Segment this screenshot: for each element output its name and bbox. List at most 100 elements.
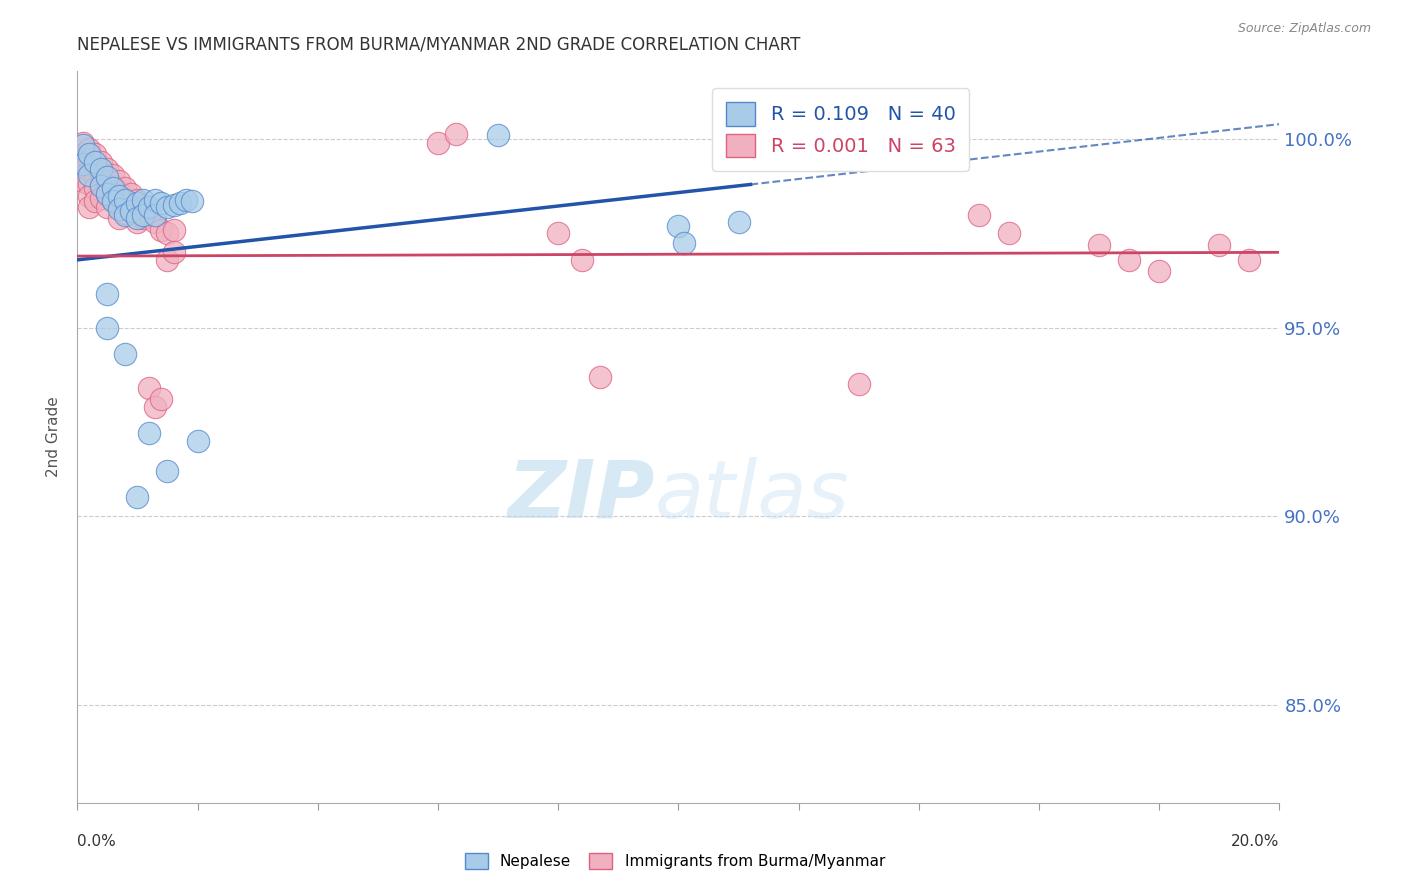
Point	[114, 347, 136, 361]
Point	[673, 235, 696, 250]
Point	[90, 166, 112, 180]
Point	[967, 208, 990, 222]
Point	[114, 193, 136, 207]
Point	[145, 400, 167, 414]
Point	[186, 434, 209, 448]
Point	[427, 136, 450, 150]
Text: atlas: atlas	[654, 457, 849, 534]
Point	[120, 186, 142, 201]
Point	[145, 208, 167, 222]
Point	[145, 215, 167, 229]
Point	[180, 194, 202, 209]
Point	[1239, 252, 1261, 267]
Point	[84, 169, 107, 184]
Point	[156, 200, 179, 214]
Point	[571, 252, 593, 267]
Point	[103, 179, 125, 194]
Point	[96, 200, 118, 214]
Point	[72, 157, 94, 171]
Legend: Nepalese, Immigrants from Burma/Myanmar: Nepalese, Immigrants from Burma/Myanmar	[458, 847, 891, 875]
Point	[84, 181, 107, 195]
Point	[150, 392, 173, 407]
Point	[96, 174, 118, 188]
Point	[79, 188, 101, 202]
Point	[96, 186, 118, 201]
Point	[132, 200, 155, 214]
Point	[162, 245, 184, 260]
Point	[127, 203, 149, 218]
Point	[727, 215, 749, 229]
Point	[84, 194, 107, 209]
Point	[998, 227, 1021, 241]
Point	[132, 208, 155, 222]
Point	[108, 174, 131, 188]
Point	[150, 223, 173, 237]
Point	[486, 128, 509, 143]
Point	[79, 178, 101, 192]
Legend: R = 0.109   N = 40, R = 0.001   N = 63: R = 0.109 N = 40, R = 0.001 N = 63	[713, 88, 969, 171]
Point	[96, 286, 118, 301]
Point	[84, 159, 107, 173]
Point	[162, 223, 184, 237]
Point	[127, 211, 149, 226]
Point	[90, 179, 112, 194]
Point	[156, 252, 179, 267]
Text: 20.0%: 20.0%	[1232, 834, 1279, 849]
Point	[138, 381, 160, 395]
Point	[79, 200, 101, 214]
Point	[1149, 264, 1171, 278]
Point	[108, 188, 131, 202]
Point	[79, 164, 101, 178]
Point	[120, 200, 142, 214]
Point	[84, 147, 107, 161]
Point	[668, 219, 690, 233]
Point	[90, 154, 112, 169]
Point	[84, 154, 107, 169]
Point	[103, 194, 125, 209]
Point	[127, 193, 149, 207]
Point	[79, 168, 101, 182]
Point	[108, 185, 131, 199]
Text: NEPALESE VS IMMIGRANTS FROM BURMA/MYANMAR 2ND GRADE CORRELATION CHART: NEPALESE VS IMMIGRANTS FROM BURMA/MYANMA…	[77, 36, 800, 54]
Point	[1088, 237, 1111, 252]
Point	[138, 426, 160, 441]
Point	[114, 206, 136, 220]
Point	[132, 193, 155, 207]
Point	[156, 227, 179, 241]
Point	[1208, 237, 1230, 252]
Point	[108, 198, 131, 212]
Point	[90, 162, 112, 177]
Point	[114, 181, 136, 195]
Point	[127, 491, 149, 505]
Point	[96, 320, 118, 334]
Point	[79, 153, 101, 167]
Point	[90, 178, 112, 192]
Point	[145, 193, 167, 207]
Text: ZIP: ZIP	[508, 457, 654, 534]
Point	[138, 200, 160, 214]
Point	[79, 147, 101, 161]
Point	[103, 193, 125, 207]
Text: 0.0%: 0.0%	[77, 834, 117, 849]
Point	[96, 186, 118, 201]
Point	[162, 198, 184, 212]
Y-axis label: 2nd Grade: 2nd Grade	[46, 397, 62, 477]
Point	[848, 377, 870, 392]
Point	[156, 464, 179, 478]
Point	[127, 196, 149, 211]
Point	[96, 162, 118, 177]
Point	[72, 161, 94, 175]
Point	[132, 211, 155, 226]
Point	[108, 211, 131, 226]
Point	[174, 193, 197, 207]
Point	[79, 142, 101, 156]
Text: Source: ZipAtlas.com: Source: ZipAtlas.com	[1237, 22, 1371, 36]
Point	[1118, 252, 1140, 267]
Point	[114, 193, 136, 207]
Point	[72, 174, 94, 188]
Point	[72, 137, 94, 152]
Point	[444, 127, 467, 141]
Point	[150, 196, 173, 211]
Point	[547, 227, 569, 241]
Point	[90, 191, 112, 205]
